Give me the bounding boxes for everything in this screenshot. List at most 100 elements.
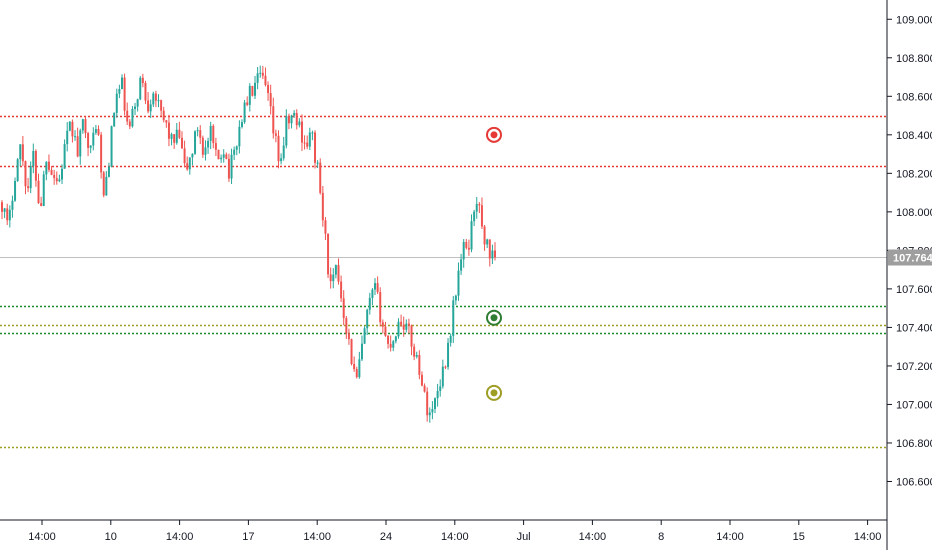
candle [81, 118, 84, 134]
candle [79, 128, 82, 165]
candle [256, 67, 259, 90]
candle [233, 146, 236, 161]
candle [50, 165, 53, 176]
candle [460, 253, 463, 275]
candle [355, 366, 358, 379]
candle [42, 170, 45, 207]
candle [214, 137, 217, 157]
candle [186, 156, 189, 171]
price-tick-label: 107.000 [896, 399, 932, 411]
candle [486, 238, 489, 249]
candle [120, 74, 123, 90]
candle [368, 292, 371, 315]
candle [147, 92, 150, 114]
candle [123, 73, 126, 116]
time-axis[interactable]: 14:00 10 14:00 17 14:00 24 14:00 Jul 14:00 8 14:00… [28, 520, 881, 543]
candle [136, 98, 139, 112]
candle [371, 288, 374, 306]
candle [483, 224, 486, 251]
time-tick-label: 24 [380, 531, 392, 543]
candle [277, 130, 280, 169]
candle [387, 335, 390, 349]
candle [410, 324, 413, 356]
candle [295, 109, 298, 130]
candle [68, 120, 71, 132]
candle [1, 200, 3, 220]
candle [11, 195, 14, 218]
candle [407, 318, 410, 334]
candle [366, 308, 369, 335]
candle [128, 119, 131, 130]
candle [475, 197, 478, 219]
price-tick-label: 107.400 [896, 322, 932, 334]
price-tick-label: 109.000 [896, 14, 932, 26]
candle [394, 335, 397, 344]
candle [21, 135, 24, 167]
time-tick-label: 14:00 [28, 531, 56, 543]
candle [287, 113, 290, 130]
candle [340, 275, 343, 302]
candle [457, 262, 460, 301]
candle [34, 149, 37, 187]
candle [238, 120, 241, 154]
candle [347, 328, 350, 345]
candle [426, 387, 429, 422]
candle [452, 295, 455, 344]
candle [16, 158, 19, 182]
time-tick-label: 14:00 [166, 531, 194, 543]
candle [259, 65, 262, 78]
last-price-indicator: 107.764 [888, 249, 932, 266]
candle [491, 244, 494, 264]
candle [376, 276, 379, 294]
candle [71, 119, 74, 143]
time-tick-label: Jul [517, 531, 531, 543]
olive-target-marker[interactable] [486, 384, 502, 401]
candle [327, 233, 330, 278]
candle [60, 164, 63, 185]
candle [14, 177, 17, 202]
candle [467, 239, 470, 256]
red-target-marker[interactable] [486, 126, 502, 143]
candle [144, 80, 147, 105]
candlesticks [1, 65, 496, 423]
candle [494, 242, 496, 261]
candle [374, 278, 377, 296]
candle [337, 258, 340, 285]
candle [162, 106, 165, 123]
candle [436, 383, 439, 407]
candle [152, 91, 155, 108]
price-tick-label: 107.600 [896, 284, 932, 296]
candle [274, 129, 277, 143]
candle [207, 137, 210, 154]
green-target-marker[interactable] [486, 309, 502, 326]
candle [97, 125, 100, 136]
price-tick-label: 108.000 [896, 207, 932, 219]
candle [45, 161, 48, 181]
candle [3, 207, 6, 219]
candle [306, 135, 309, 150]
candle [160, 99, 163, 117]
candle [19, 144, 22, 167]
candle [157, 94, 160, 108]
candle [115, 88, 118, 118]
candle [308, 127, 311, 151]
price-tick-label: 107.200 [896, 361, 932, 373]
candle [217, 149, 220, 160]
candle [47, 154, 50, 173]
candle [40, 196, 43, 207]
time-tick-label: 14:00 [441, 531, 469, 543]
candle [154, 90, 157, 108]
candle [418, 350, 421, 380]
candle [222, 149, 225, 163]
candle [321, 185, 324, 227]
candle [444, 365, 447, 370]
candle [141, 73, 144, 88]
candle [480, 197, 483, 230]
candle [350, 338, 353, 366]
candle [55, 171, 58, 185]
candle [84, 116, 87, 139]
time-tick-label: 17 [242, 531, 254, 543]
candle [447, 338, 450, 370]
